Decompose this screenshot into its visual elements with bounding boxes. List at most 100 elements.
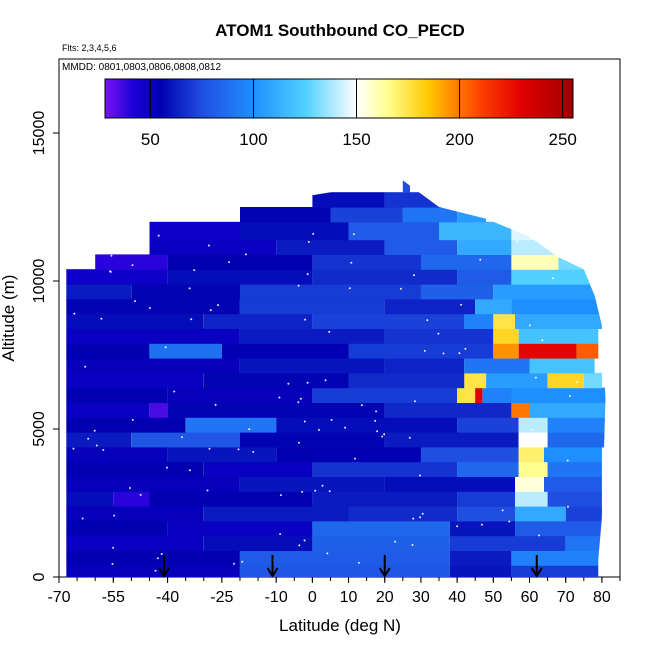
sample-dots <box>72 232 578 572</box>
sample-dot <box>324 379 327 382</box>
sample-dot <box>348 287 351 290</box>
heatmap-cell <box>511 387 606 403</box>
heatmap-cell <box>515 313 602 329</box>
heatmap-cell <box>66 476 240 492</box>
heatmap-cell <box>544 446 602 463</box>
sample-dot <box>330 418 333 421</box>
heatmap-cell <box>240 207 331 223</box>
sample-dot <box>357 561 360 564</box>
sample-dot <box>442 352 445 355</box>
sample-dot <box>278 396 281 399</box>
x-tick-label: -10 <box>265 589 288 606</box>
x-tick-label: 30 <box>412 589 430 606</box>
heatmap-cell <box>203 535 313 551</box>
heatmap-cell <box>457 239 512 255</box>
colorbar: 50 100 150 200 250 <box>104 78 577 149</box>
sample-dot <box>458 352 461 355</box>
sample-dot <box>303 539 306 542</box>
sample-dot <box>383 433 386 436</box>
sample-dot <box>551 277 554 280</box>
heatmap-cell <box>66 313 204 329</box>
heatmap-cell <box>547 372 584 389</box>
sample-dot <box>344 426 347 429</box>
heatmap-cell <box>66 491 114 507</box>
sample-dot <box>530 428 533 431</box>
heatmap-cell <box>518 461 548 477</box>
heatmap-cell <box>449 520 515 537</box>
sample-dot <box>306 273 309 276</box>
heatmap-cell <box>475 298 512 315</box>
sample-dot <box>328 330 331 333</box>
colorbar-gradient <box>104 78 574 119</box>
heatmap-cell <box>511 550 602 566</box>
sample-dot <box>95 444 98 447</box>
heatmap-cell <box>66 387 168 403</box>
heatmap-cell <box>203 506 349 522</box>
heatmap-cell <box>240 432 385 448</box>
chart-title: ATOM1 Southbound CO_PECD <box>215 21 465 40</box>
heatmap-cell <box>240 565 450 577</box>
sample-dot <box>501 509 504 512</box>
heatmap-cell <box>420 446 519 463</box>
heatmap-cell <box>511 402 530 418</box>
y-axis: 0 5000 10000 15000 <box>31 111 59 581</box>
heatmap-cell <box>348 372 465 389</box>
heatmap-cell <box>348 221 439 241</box>
sample-dot <box>376 430 379 433</box>
heatmap-cell <box>66 372 204 389</box>
sample-dot <box>193 269 196 272</box>
heatmap-cell <box>203 461 313 477</box>
heatmap-cell <box>515 476 544 492</box>
sample-dot <box>188 287 191 290</box>
heatmap-cell <box>583 372 602 389</box>
heatmap-cell <box>348 506 458 522</box>
sample-dot <box>326 552 329 555</box>
heatmap-cell <box>518 328 599 344</box>
x-axis-label: Latitude (deg N) <box>279 616 401 635</box>
sample-dot <box>307 240 310 243</box>
heatmap-cell <box>312 313 465 329</box>
sample-dot <box>111 562 114 565</box>
sample-dot <box>148 307 151 309</box>
heatmap-cell <box>515 520 602 537</box>
sample-dot <box>139 493 142 496</box>
sample-dot <box>350 261 353 264</box>
sample-dot <box>72 447 75 450</box>
heatmap-cell <box>518 432 548 448</box>
x-tick-label: 0 <box>308 589 317 606</box>
heatmap-cell <box>511 254 559 270</box>
x-tick-label: 50 <box>484 589 502 606</box>
heatmap-cell <box>185 417 277 433</box>
heatmap-cell <box>544 476 602 492</box>
heatmap-cell <box>203 313 313 329</box>
sample-dot <box>134 300 137 303</box>
sample-dot <box>314 489 317 492</box>
y-axis-label: Altitude (m) <box>0 275 18 362</box>
sample-dot <box>298 544 301 547</box>
heatmap-cell <box>402 207 458 223</box>
heatmap-cell <box>493 313 515 329</box>
sample-dot <box>113 514 116 517</box>
sample-dot <box>426 319 429 322</box>
sample-dot <box>508 520 511 523</box>
x-tick-label: -40 <box>156 589 179 606</box>
sample-dot <box>73 312 76 315</box>
sample-dot <box>279 533 282 535</box>
heatmap-cell <box>384 402 512 418</box>
sample-dot <box>413 274 415 277</box>
x-tick-label: 20 <box>376 589 394 606</box>
sample-dot <box>173 390 176 393</box>
sample-dot <box>419 474 421 477</box>
heatmap-cell <box>457 417 519 433</box>
heatmap-cell <box>167 269 313 285</box>
sample-dot <box>464 347 467 350</box>
heatmap-cell <box>66 343 150 359</box>
heatmap-cell <box>529 358 595 374</box>
sample-dot <box>164 346 167 349</box>
sample-dot <box>297 284 300 287</box>
heatmap-cell <box>330 207 403 223</box>
sample-dot <box>301 490 304 493</box>
sample-dot <box>306 381 309 384</box>
x-tick-label: 60 <box>521 589 539 606</box>
sample-dot <box>575 381 578 384</box>
